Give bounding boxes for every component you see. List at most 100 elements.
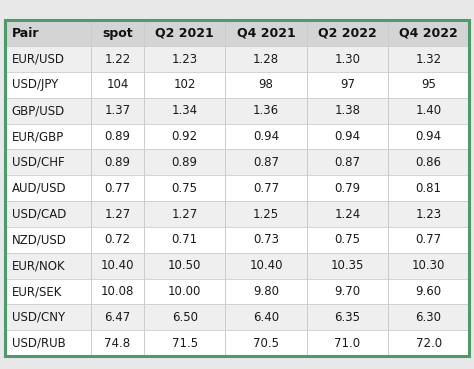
Text: 0.75: 0.75 [334,233,360,246]
Bar [226,46,307,72]
Text: 72.0: 72.0 [416,337,442,350]
Text: 1.23: 1.23 [172,52,198,66]
Bar [5,279,91,304]
Text: 1.28: 1.28 [253,52,279,66]
Bar [388,304,469,330]
Text: 0.79: 0.79 [334,182,360,195]
Text: EUR/NOK: EUR/NOK [12,259,65,272]
Bar [307,175,388,201]
Bar [91,98,144,124]
Text: 10.40: 10.40 [100,259,134,272]
Bar [144,72,226,98]
Bar [91,46,144,72]
Bar [144,330,226,356]
Text: 0.94: 0.94 [334,130,360,143]
Text: 0.89: 0.89 [104,156,130,169]
Text: 104: 104 [106,78,128,92]
Bar [144,124,226,149]
Bar [144,46,226,72]
Bar [144,149,226,175]
Text: 1.32: 1.32 [416,52,442,66]
Text: 10.40: 10.40 [249,259,283,272]
Text: 0.72: 0.72 [104,233,130,246]
Text: 95: 95 [421,78,436,92]
Bar [91,149,144,175]
Bar [388,46,469,72]
Text: 1.40: 1.40 [416,104,442,117]
Bar [5,46,91,72]
Bar [91,201,144,227]
Text: 10.50: 10.50 [168,259,201,272]
Text: Q2 2022: Q2 2022 [318,27,377,40]
Bar [307,304,388,330]
Text: USD/JPY: USD/JPY [12,78,58,92]
Bar [226,72,307,98]
Text: 1.24: 1.24 [334,207,360,221]
Text: 1.30: 1.30 [334,52,360,66]
Bar [307,149,388,175]
Bar [91,304,144,330]
Bar [307,279,388,304]
Text: 97: 97 [340,78,355,92]
Bar [388,201,469,227]
Text: 9.70: 9.70 [334,285,360,298]
Text: 10.08: 10.08 [100,285,134,298]
Bar [5,330,91,356]
Bar [307,98,388,124]
Bar [307,253,388,279]
Bar [226,201,307,227]
Text: 0.87: 0.87 [334,156,360,169]
Text: 1.27: 1.27 [172,207,198,221]
Text: 6.47: 6.47 [104,311,130,324]
Bar [388,279,469,304]
Bar [388,330,469,356]
Bar [388,227,469,253]
Text: EUR/SEK: EUR/SEK [12,285,62,298]
Text: 102: 102 [173,78,196,92]
Bar [307,20,388,46]
Bar [388,72,469,98]
Bar [5,253,91,279]
Text: NZD/USD: NZD/USD [12,233,67,246]
Text: 9.80: 9.80 [253,285,279,298]
Text: 0.89: 0.89 [172,156,198,169]
Text: USD/RUB: USD/RUB [12,337,65,350]
Bar [226,304,307,330]
Text: Q4 2022: Q4 2022 [399,27,458,40]
Text: 0.71: 0.71 [172,233,198,246]
Text: 9.60: 9.60 [416,285,442,298]
Text: 1.23: 1.23 [416,207,442,221]
Bar [307,330,388,356]
Bar [388,98,469,124]
Text: EUR/GBP: EUR/GBP [12,130,64,143]
Bar [226,149,307,175]
Text: 10.00: 10.00 [168,285,201,298]
Bar [226,330,307,356]
Bar [5,201,91,227]
Text: spot: spot [102,27,133,40]
Text: 0.92: 0.92 [172,130,198,143]
Text: 1.22: 1.22 [104,52,130,66]
Bar [388,253,469,279]
Text: 10.30: 10.30 [412,259,445,272]
Bar [91,279,144,304]
Bar [91,175,144,201]
Text: 71.0: 71.0 [334,337,360,350]
Bar [226,279,307,304]
Text: 1.36: 1.36 [253,104,279,117]
Bar [144,279,226,304]
Bar [5,72,91,98]
Text: 0.87: 0.87 [253,156,279,169]
Text: 0.77: 0.77 [104,182,130,195]
Bar [226,20,307,46]
Bar [91,20,144,46]
Bar [307,124,388,149]
Bar [307,46,388,72]
Text: 0.94: 0.94 [253,130,279,143]
Text: 6.50: 6.50 [172,311,198,324]
Bar [144,98,226,124]
Text: Q4 2021: Q4 2021 [237,27,295,40]
Text: 0.75: 0.75 [172,182,198,195]
Text: 0.94: 0.94 [416,130,442,143]
Text: 1.25: 1.25 [253,207,279,221]
